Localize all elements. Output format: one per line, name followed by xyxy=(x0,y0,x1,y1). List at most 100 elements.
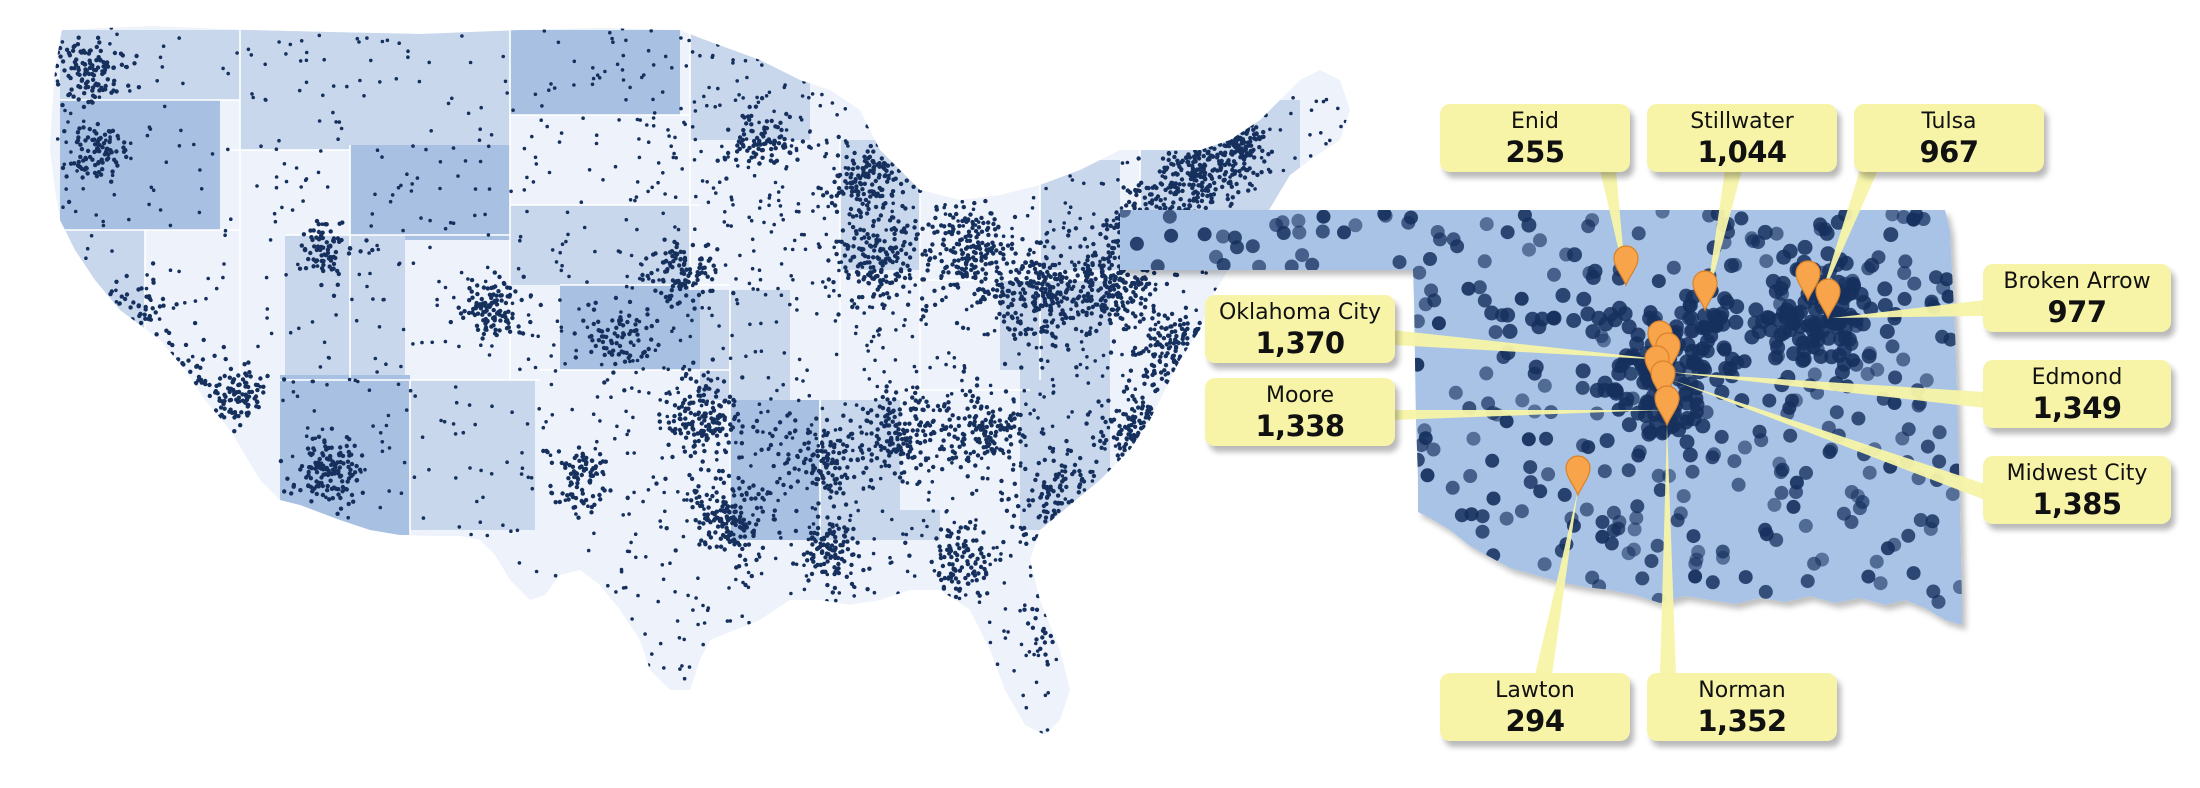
location-dot xyxy=(657,278,661,282)
location-dot xyxy=(658,519,662,523)
location-dot xyxy=(851,449,855,453)
location-dot xyxy=(469,533,473,537)
location-dot xyxy=(942,238,946,242)
location-dot xyxy=(823,486,827,490)
location-dot xyxy=(759,278,763,282)
location-dot xyxy=(841,491,845,495)
location-dot xyxy=(850,305,854,309)
location-dot xyxy=(1080,478,1084,482)
location-dot xyxy=(548,171,552,175)
location-dot xyxy=(707,201,711,205)
location-dot xyxy=(1037,276,1041,280)
location-dot xyxy=(1121,374,1125,378)
location-dot xyxy=(371,297,375,301)
location-dot xyxy=(795,149,799,153)
location-dot xyxy=(329,463,333,467)
location-dot xyxy=(986,332,990,336)
location-dot xyxy=(861,456,865,460)
location-dot xyxy=(713,105,717,109)
location-dot xyxy=(184,343,188,347)
location-dot xyxy=(368,388,372,392)
location-dot xyxy=(959,465,963,469)
location-dot xyxy=(158,304,162,308)
location-dot xyxy=(62,129,66,133)
location-dot xyxy=(707,259,711,263)
location-dot xyxy=(516,324,520,328)
location-dot xyxy=(88,155,92,159)
location-dot xyxy=(358,273,362,277)
location-dot xyxy=(856,271,860,275)
location-dot xyxy=(781,218,785,222)
location-dot xyxy=(1052,459,1056,463)
location-dot xyxy=(332,255,336,259)
location-dot xyxy=(1165,282,1169,286)
location-dot xyxy=(968,239,972,243)
location-dot xyxy=(872,219,876,223)
location-dot xyxy=(566,233,570,237)
location-dot xyxy=(1128,296,1132,300)
location-dot xyxy=(1066,347,1070,351)
location-dot xyxy=(319,365,323,369)
location-dot xyxy=(972,405,976,409)
location-dot xyxy=(198,366,202,370)
state-region xyxy=(1140,100,1300,210)
location-dot xyxy=(1119,428,1123,432)
location-dot xyxy=(1309,154,1313,158)
location-dot xyxy=(905,388,909,392)
location-dot xyxy=(1130,418,1134,422)
location-dot xyxy=(689,411,693,415)
location-dot xyxy=(768,91,772,95)
location-dot xyxy=(939,428,943,432)
location-dot xyxy=(1150,412,1154,416)
location-dot xyxy=(661,212,665,216)
location-dot xyxy=(702,418,706,422)
location-dot xyxy=(986,477,990,481)
location-dot xyxy=(172,306,176,310)
location-dot xyxy=(961,275,965,279)
location-dot xyxy=(864,466,868,470)
location-dot xyxy=(871,224,875,228)
location-dot xyxy=(1032,537,1036,541)
location-dot xyxy=(505,460,509,464)
location-dot xyxy=(1010,314,1014,318)
location-dot xyxy=(74,210,78,214)
location-dot xyxy=(800,118,804,122)
location-dot xyxy=(250,53,254,57)
location-dot xyxy=(155,79,159,83)
location-dot xyxy=(1179,197,1183,201)
location-dot xyxy=(558,140,562,144)
location-dot xyxy=(1028,264,1032,268)
location-dot xyxy=(994,260,998,264)
location-dot xyxy=(482,285,486,289)
location-dot xyxy=(848,222,852,226)
location-dot xyxy=(825,152,829,156)
location-dot xyxy=(1112,246,1116,250)
location-dot xyxy=(467,112,471,116)
location-dot xyxy=(1012,291,1016,295)
location-dot xyxy=(196,378,200,382)
location-dot xyxy=(1175,273,1179,277)
location-dot xyxy=(719,545,723,549)
location-dot xyxy=(1012,514,1016,518)
location-dot xyxy=(990,391,994,395)
location-dot xyxy=(994,279,998,283)
location-dot xyxy=(151,261,155,265)
location-dot xyxy=(640,273,644,277)
location-dot xyxy=(825,233,829,237)
location-dot xyxy=(305,51,309,55)
location-dot xyxy=(198,168,202,172)
location-dot xyxy=(756,288,760,292)
location-dot xyxy=(932,509,936,513)
location-dot xyxy=(61,59,65,63)
location-dot xyxy=(1088,284,1092,288)
location-dot xyxy=(1027,342,1031,346)
location-dot xyxy=(868,377,872,381)
location-dot xyxy=(553,86,557,90)
location-dot xyxy=(701,521,705,525)
location-dot xyxy=(747,486,751,490)
location-dot xyxy=(1116,178,1120,182)
location-dot xyxy=(620,570,624,574)
location-dot xyxy=(1090,311,1094,315)
location-dot xyxy=(1073,463,1077,467)
location-dot xyxy=(1000,448,1004,452)
